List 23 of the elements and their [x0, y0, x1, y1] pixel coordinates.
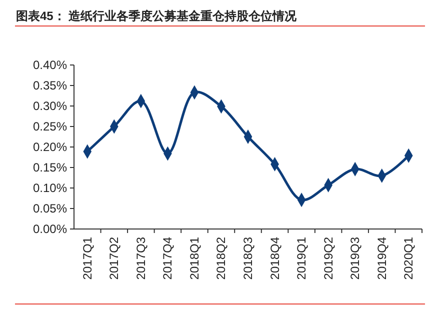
y-tick-label: 0.00%	[32, 222, 68, 236]
x-tick-label: 2019Q3	[348, 236, 362, 280]
y-tick-label: 0.05%	[32, 202, 68, 216]
y-tick-label: 0.10%	[32, 181, 68, 196]
x-tick-label: 2020Q1	[402, 236, 416, 280]
x-tick-label: 2017Q2	[107, 236, 122, 280]
y-tick-label: 0.40%	[32, 58, 68, 72]
x-tick-label: 2019Q2	[321, 236, 336, 280]
x-tick-label: 2018Q4	[268, 236, 282, 280]
x-tick-label: 2019Q1	[294, 236, 309, 280]
y-tick-label: 0.35%	[32, 78, 68, 93]
y-tick-label: 0.20%	[32, 140, 68, 154]
x-tick-label: 2018Q1	[187, 236, 202, 280]
x-tick-label: 2018Q3	[241, 236, 255, 280]
y-tick-label: 0.25%	[32, 120, 68, 134]
x-tick-label: 2017Q1	[80, 236, 94, 280]
x-tick-label: 2019Q4	[374, 236, 389, 280]
y-tick-label: 0.30%	[32, 99, 68, 114]
y-tick-label: 0.15%	[32, 160, 68, 175]
x-tick-label: 2018Q2	[214, 236, 228, 280]
chart-title: 图表45： 造纸行业各季度公募基金重仓持股仓位情况	[16, 9, 298, 23]
x-tick-label: 2017Q3	[134, 236, 148, 280]
x-tick-label: 2017Q4	[160, 236, 175, 280]
